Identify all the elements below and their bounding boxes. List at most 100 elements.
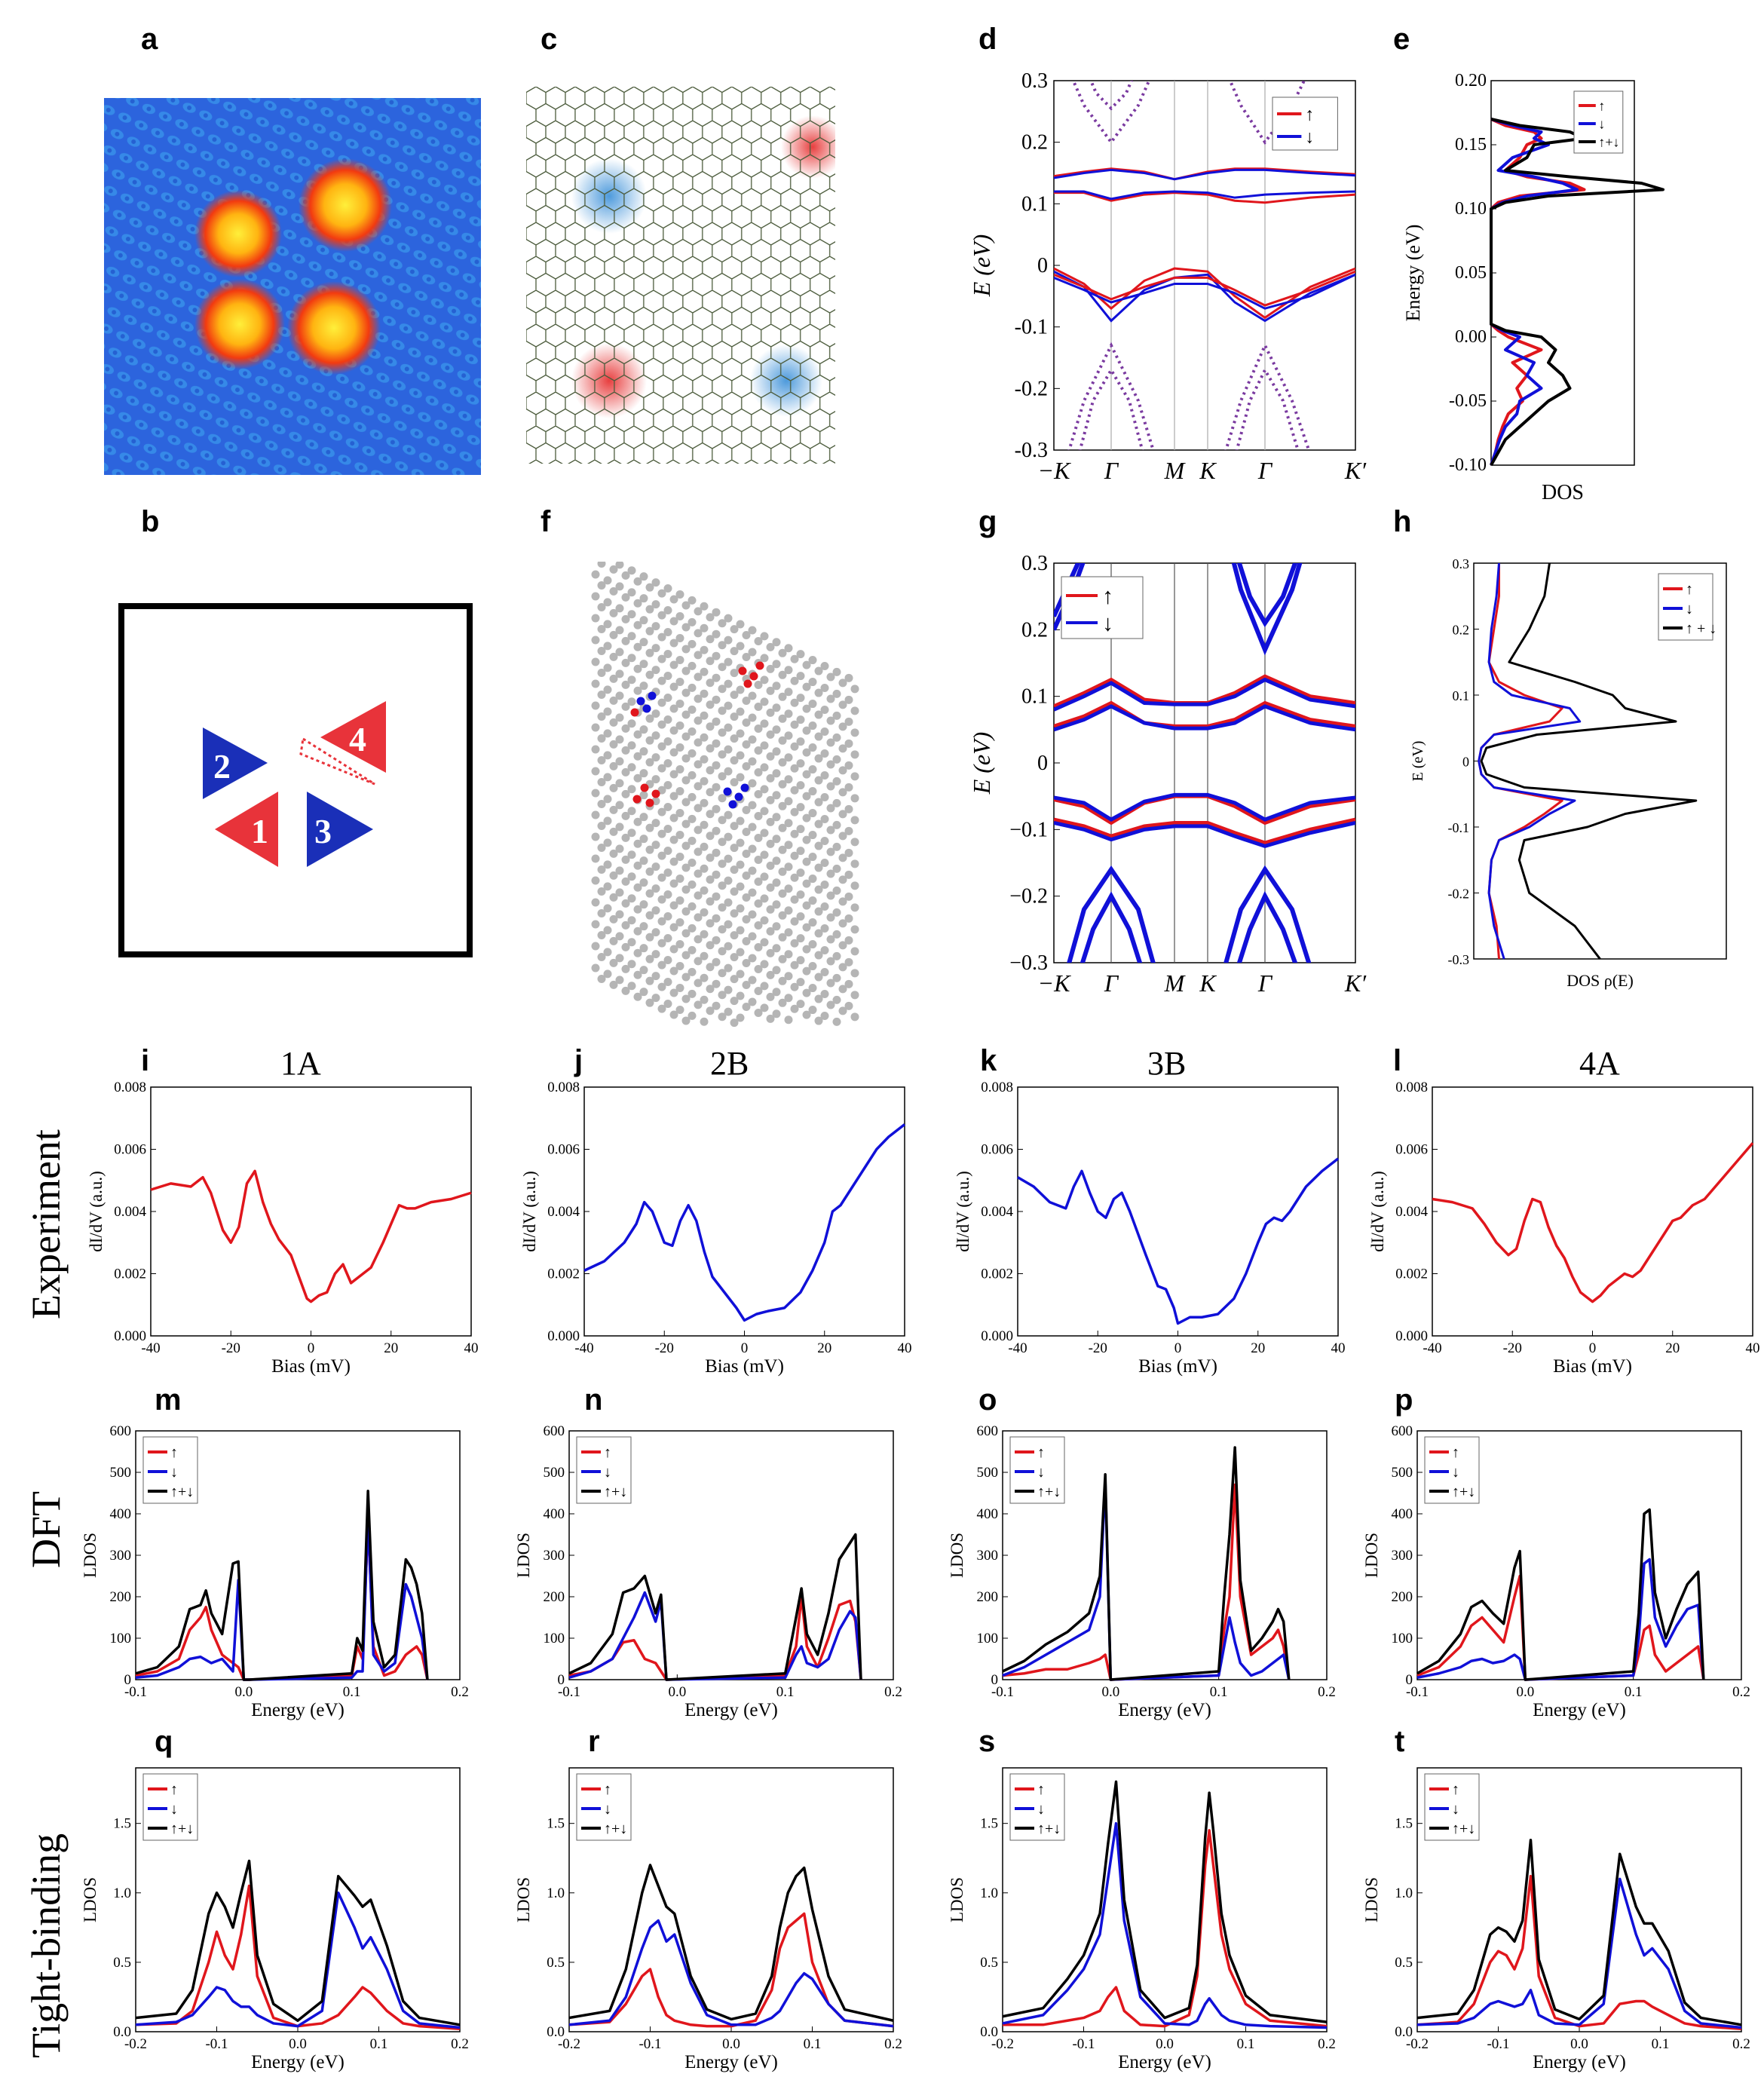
x-tick-label: −K [1038,969,1072,997]
band-line [1054,168,1355,181]
chart-p: -0.1 0.0 0.1 0.2 0 100 200 300 400 500 600 Energy (… [1362,1423,1750,1720]
lattice-dot [748,735,757,744]
lattice-dot [639,835,648,844]
lattice-dot [633,773,642,783]
lattice-dot [700,951,709,960]
lattice-dot [772,638,781,647]
lattice-dot [615,582,624,591]
lattice-dot [796,847,805,856]
series-line [1002,1483,1291,1681]
lattice-dot [784,731,793,740]
lattice-dot [669,704,678,713]
series-line [1003,1829,1328,2028]
band-line [1054,674,1355,709]
lattice-dot [742,697,751,706]
lattice-dot [706,985,715,994]
panel-label-r: r [588,1725,600,1758]
lattice-dot [675,896,684,905]
lattice-dot [627,675,636,685]
lattice-dot [796,1000,805,1009]
y-axis-label: LDOS [514,1877,533,1922]
lattice-dot [778,670,787,679]
lattice-dot [778,758,787,767]
lattice-dot [760,960,769,969]
lattice-dot [844,826,853,835]
y-tick-label: 0.008 [114,1080,146,1095]
lattice-dot [615,866,624,875]
lattice-dot [688,902,697,911]
lattice-dot [694,826,703,835]
lattice-dot [814,907,823,916]
lattice-dot [657,917,666,926]
lattice-dot [736,751,745,760]
lattice-dot [784,709,793,718]
lattice-dot [700,733,709,742]
lattice-dot [778,692,787,701]
lattice-dot [621,920,630,930]
lattice-dot [621,789,630,798]
triangle-3 [307,792,373,867]
lattice-dot [688,967,697,976]
lattice-dot [808,875,817,884]
lattice-dot [688,836,697,845]
legend-label: ↑+↓ [170,1484,194,1500]
lattice-dot [832,777,841,786]
lattice-dot [597,931,606,939]
lattice-dot [706,613,715,622]
y-tick-label: 0 [1406,1672,1413,1688]
lattice-dot [645,867,654,876]
lattice-dot [730,734,739,743]
lattice-dot [724,745,733,754]
lattice-dot [748,844,757,853]
lattice-dot [651,600,660,609]
lattice-dot [681,841,691,850]
lattice-dot [724,614,733,623]
lattice-dot [844,957,853,966]
lattice-dot [651,994,660,1003]
series-line [135,1515,429,1681]
x-tick-label: -0.1 [558,1684,580,1700]
lattice-dot [832,842,841,851]
lattice-dot [688,1011,697,1020]
lattice-dot [651,884,660,893]
series-line [135,1521,429,1681]
lattice-dot [669,682,678,691]
lattice-dot [772,878,781,887]
lattice-dot [772,813,781,822]
lattice-dot [790,654,799,663]
lattice-dot [681,1016,691,1025]
legend-label: ↑ [1686,581,1693,598]
lattice-dot [597,712,606,721]
lattice-dot [688,945,697,954]
lattice-dot [718,969,727,978]
lattice-dot [597,800,606,808]
legend-label: ↓ [1037,1801,1045,1818]
lattice-dot [609,958,618,967]
lattice-dot [633,730,642,739]
lattice-dot [615,822,624,832]
lattice-dot [718,772,727,781]
lattice-dot [681,776,691,785]
x-axis-label: Energy (eV) [1533,2052,1626,2072]
lattice-dot [748,822,757,832]
lattice-dot [778,823,787,832]
lattice-dot [718,750,727,759]
lattice-dot [808,721,817,731]
lattice-dot [736,882,745,891]
lattice-dot [627,850,636,859]
x-axis-label: Energy (eV) [251,2052,345,2072]
x-tick-label: -0.2 [1406,2036,1429,2052]
band-line [1067,865,1156,963]
lattice-dot [694,760,703,769]
y-tick-label: 0.1 [1453,688,1470,703]
lattice-dot [700,711,709,720]
y-tick-label: 100 [977,1631,999,1646]
lattice-dot [730,844,739,853]
lattice-dot [718,706,727,715]
band-line [1054,273,1355,310]
x-tick-label: 0.1 [1210,1684,1228,1700]
spin-density-lattice [526,87,835,464]
lattice-dot [694,913,703,922]
lattice-dot [802,682,811,691]
lattice-dot [633,839,642,848]
